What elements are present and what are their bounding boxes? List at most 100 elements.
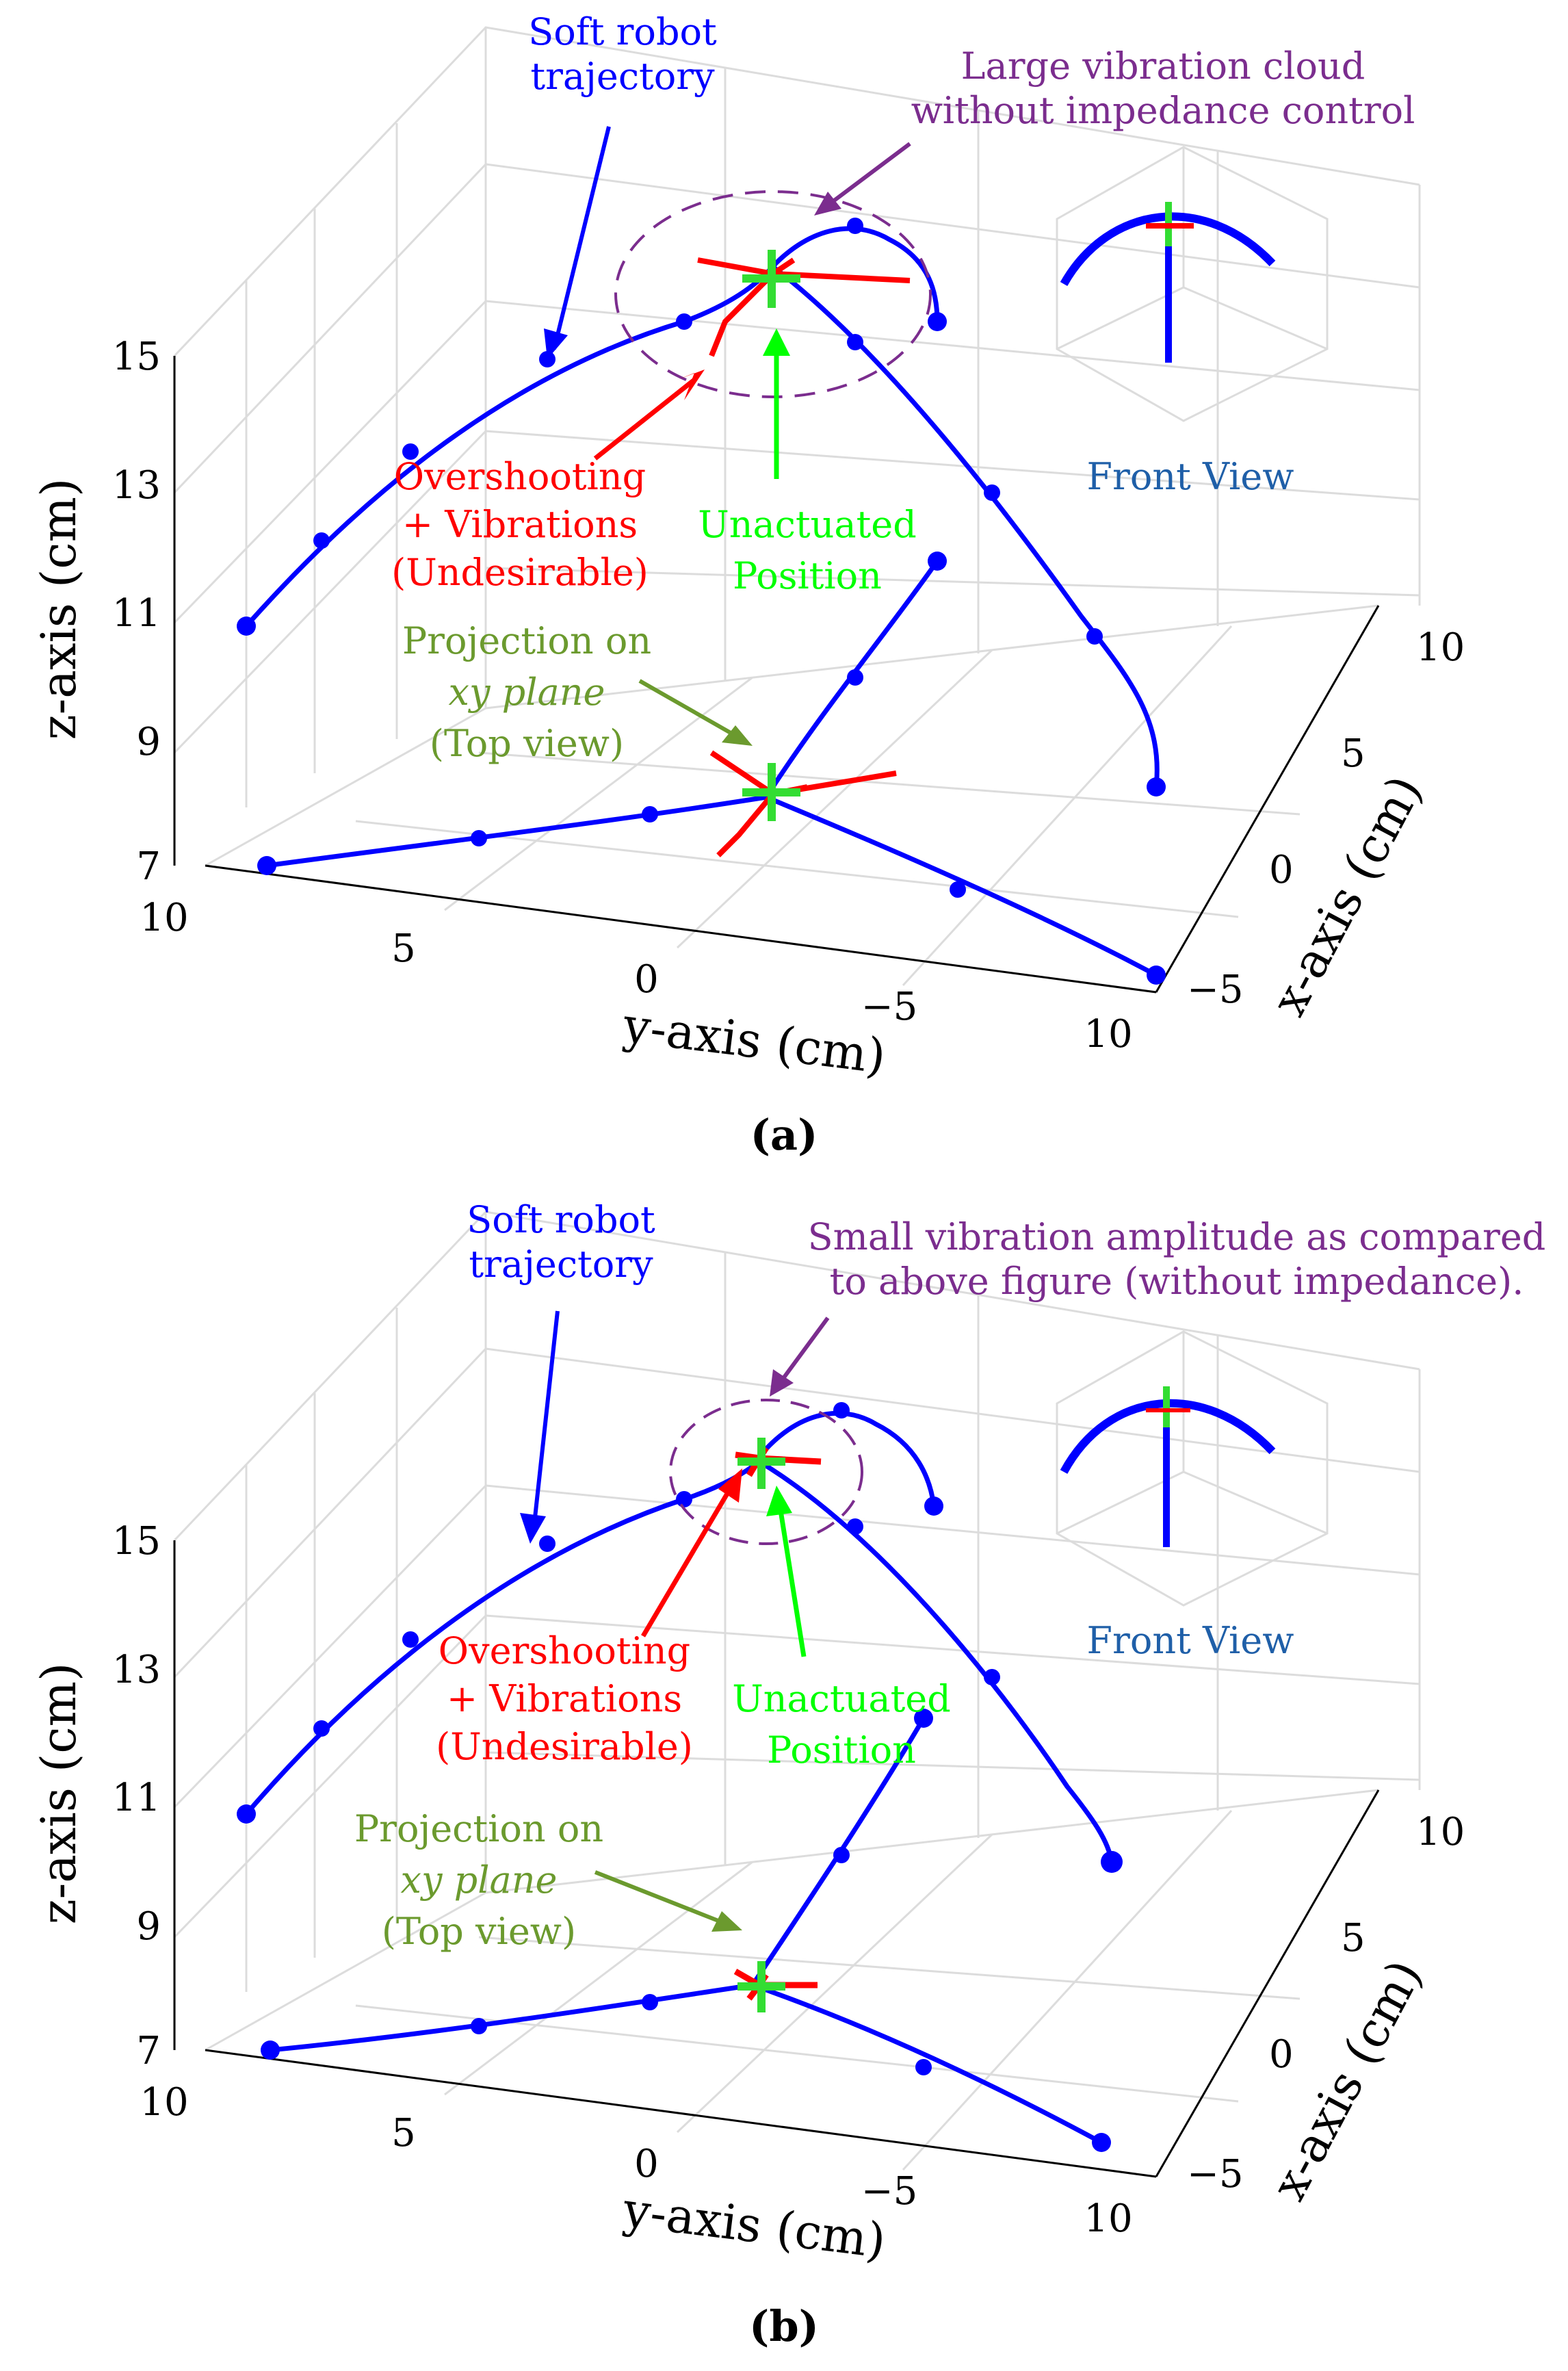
annotation-arrowhead bbox=[711, 1911, 742, 1932]
trajectory-point bbox=[915, 2059, 932, 2075]
annotation-line: Unactuated bbox=[698, 503, 917, 546]
inset-edge bbox=[1183, 286, 1328, 350]
chart-a-floor-back-left bbox=[205, 707, 486, 867]
annotation-line: Unactuated bbox=[732, 1677, 951, 1720]
z-tick-label: 15 bbox=[112, 335, 161, 379]
z-tick-label: 15 bbox=[112, 1519, 161, 1564]
grid bbox=[173, 1347, 487, 1679]
trajectory-point bbox=[539, 1536, 556, 1552]
chart-a-y-axis-line bbox=[205, 864, 1157, 994]
trajectory-3d-left-arm bbox=[244, 265, 775, 628]
annotation-line: Soft robot bbox=[467, 1198, 655, 1241]
annotation-arrow bbox=[777, 1505, 807, 1657]
annotation-line: (Top view) bbox=[430, 722, 624, 765]
grid bbox=[902, 625, 1233, 987]
annotation-line: trajectory bbox=[469, 1243, 653, 1286]
grid bbox=[902, 1809, 1233, 2171]
grid bbox=[485, 163, 1420, 289]
chart-panel-b: 15 13 11 9 7 10 5 0 −5 10 10 5 0 −5 z-ax… bbox=[0, 1184, 1568, 2368]
chart-b-unactuated-markers bbox=[737, 1438, 785, 2012]
chart-a-caption: (a) bbox=[750, 1110, 818, 1160]
grid bbox=[478, 751, 1301, 816]
annotation-line: Projection on bbox=[354, 1807, 603, 1850]
inset-arc bbox=[1060, 212, 1276, 286]
annotation-arrowhead bbox=[677, 370, 705, 400]
inset-arc bbox=[1060, 1399, 1276, 1474]
z-tick-label: 7 bbox=[136, 2029, 161, 2073]
z-axis-label: z-axis (cm) bbox=[31, 1663, 87, 1925]
trajectory-floor-left bbox=[266, 794, 767, 868]
grid bbox=[478, 1936, 1301, 2000]
trajectory-point bbox=[1147, 966, 1166, 985]
y-tick-label: 5 bbox=[391, 927, 416, 971]
annotation-vibration-cloud: Large vibration cloud without impedance … bbox=[814, 44, 1415, 216]
trajectory-3d-loop bbox=[764, 226, 940, 322]
annotation-arrow bbox=[826, 142, 911, 207]
annotation-line: to above figure (without impedance). bbox=[830, 1260, 1524, 1303]
annotation-line: Large vibration cloud bbox=[961, 44, 1366, 88]
z-tick-label: 13 bbox=[112, 1648, 161, 1692]
annotation-line: Overshooting bbox=[394, 455, 646, 498]
x-axis-label: x-axis (cm) bbox=[1260, 766, 1433, 1024]
chart-b-svg: 15 13 11 9 7 10 5 0 −5 10 10 5 0 −5 z-ax… bbox=[31, 1198, 1546, 2351]
trajectory-point bbox=[847, 334, 863, 350]
annotation-line: Position bbox=[733, 554, 882, 597]
trajectory-point bbox=[1092, 2133, 1111, 2152]
annotation-front-view: Front View bbox=[1087, 1619, 1294, 1662]
chart-a-box bbox=[173, 26, 1421, 987]
annotation-arrowhead bbox=[544, 328, 568, 359]
trajectory-point bbox=[833, 1402, 850, 1418]
trajectory-floor-right bbox=[751, 1982, 1103, 2145]
chart-a-svg: 15 13 11 9 7 10 5 0 −5 10 10 5 0 −5 z-ax… bbox=[31, 10, 1465, 1160]
vibration-cloud-ellipse bbox=[614, 190, 932, 398]
annotation-line: Small vibration amplitude as compared bbox=[808, 1215, 1546, 1258]
trajectory-point bbox=[984, 484, 1000, 501]
y-tick-label: −5 bbox=[861, 2169, 918, 2214]
grid bbox=[485, 300, 1420, 391]
trajectory-point bbox=[313, 1720, 330, 1737]
trajectory-point bbox=[402, 1631, 419, 1648]
annotation-overshooting: Overshooting + Vibrations (Undesirable) bbox=[436, 1468, 742, 1768]
annotation-arrow bbox=[532, 1310, 560, 1531]
chart-b-x-axis-line bbox=[1155, 1789, 1380, 2177]
trajectory-point bbox=[1147, 777, 1166, 796]
annotation-line: Overshooting bbox=[439, 1629, 690, 1672]
annotation-arrow bbox=[552, 126, 611, 350]
chart-b-floor-back-left bbox=[205, 1891, 486, 2051]
front-view-inset bbox=[1056, 146, 1329, 422]
annotation-arrow bbox=[593, 378, 696, 461]
annotation-line: (Top view) bbox=[382, 1910, 576, 1953]
trajectory-point bbox=[924, 1497, 943, 1516]
trajectory-point bbox=[1101, 1851, 1123, 1873]
trajectory-point bbox=[642, 1994, 658, 2010]
z-tick-label: 7 bbox=[136, 844, 161, 889]
inset-box bbox=[1056, 1330, 1329, 1607]
z-axis-label: z-axis (cm) bbox=[31, 478, 87, 740]
annotation-line: + Vibrations bbox=[402, 503, 638, 546]
chart-b-caption: (b) bbox=[749, 2301, 819, 2351]
grid bbox=[173, 1484, 487, 1809]
annotation-line: (Undesirable) bbox=[436, 1725, 693, 1768]
trajectory-point bbox=[261, 2040, 280, 2060]
z-tick-label: 11 bbox=[112, 591, 161, 636]
annotation-projection: Projection on xy plane (Top view) bbox=[402, 619, 753, 765]
chart-b-trajectory-series bbox=[244, 1411, 1114, 2145]
chart-a-x-axis-line bbox=[1155, 605, 1380, 993]
trajectory-point bbox=[676, 1491, 692, 1507]
annotation-line: xy plane bbox=[449, 671, 605, 714]
y-axis-label: y-axis (cm) bbox=[620, 2181, 889, 2269]
y-tick-label: 5 bbox=[391, 2111, 416, 2155]
trajectory-point bbox=[676, 313, 692, 330]
trajectory-point bbox=[237, 617, 256, 636]
vibration-cloud-ellipse bbox=[669, 1399, 863, 1545]
grid bbox=[676, 649, 993, 949]
annotation-arrowhead bbox=[814, 192, 841, 216]
annotation-soft-robot: Soft robot trajectory bbox=[528, 10, 717, 359]
grid bbox=[173, 430, 487, 754]
annotation-overshooting: Overshooting + Vibrations (Undesirable) bbox=[391, 370, 705, 594]
trajectory-point bbox=[847, 1518, 863, 1535]
trajectory-point bbox=[847, 669, 863, 686]
annotation-line: Soft robot bbox=[528, 10, 717, 53]
annotation-line: (Undesirable) bbox=[391, 551, 649, 594]
annotation-arrowhead bbox=[520, 1513, 546, 1544]
